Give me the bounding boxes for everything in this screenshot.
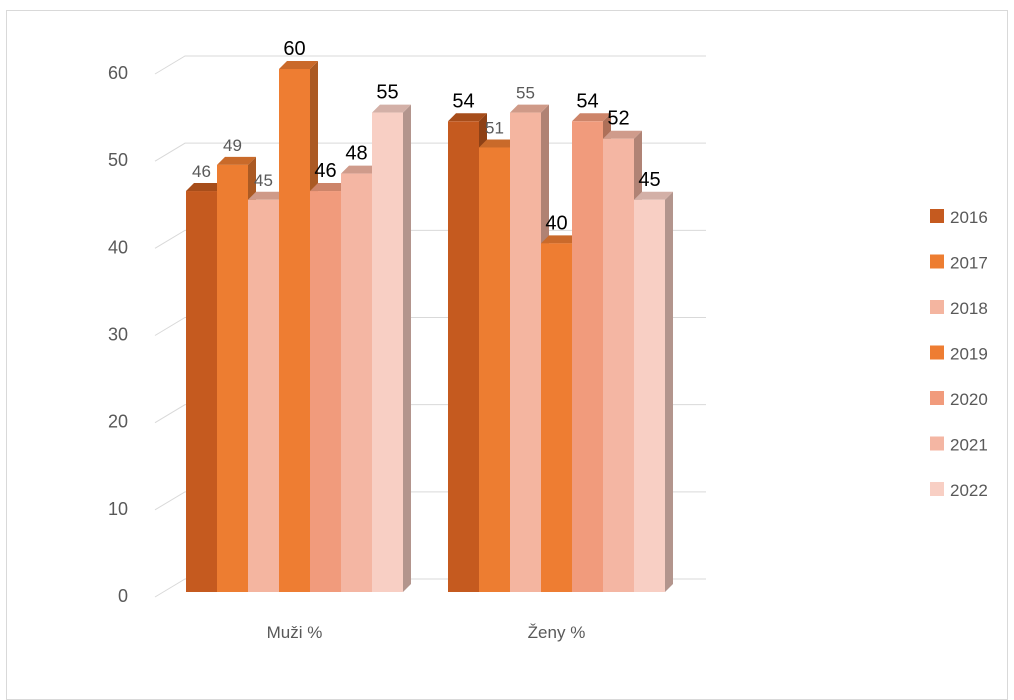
data-label: 48 (345, 143, 367, 165)
y-tick-label: 20 (108, 412, 128, 432)
legend-label: 2017 (950, 254, 988, 273)
legend-item-2022: 2022 (930, 481, 988, 500)
y-tick-label: 50 (108, 150, 128, 170)
data-labels: 46 49 45 60 46 48 55 54 51 55 40 54 52 45 (192, 38, 661, 234)
y-tick-label: 40 (108, 237, 128, 257)
data-label: 45 (254, 171, 273, 190)
data-label: 40 (545, 212, 567, 234)
x-category-label: Muži % (267, 623, 323, 642)
legend-item-2016: 2016 (930, 208, 988, 227)
legend-swatch (930, 209, 944, 223)
y-tick-label: 0 (118, 586, 128, 606)
data-label: 49 (223, 136, 242, 155)
gridline (154, 55, 706, 75)
y-axis: 0 10 20 30 40 50 60 (108, 63, 128, 606)
legend-item-2020: 2020 (930, 390, 988, 409)
data-label: 54 (576, 90, 598, 112)
x-category-label: Ženy % (528, 623, 586, 642)
data-label: 60 (283, 38, 305, 60)
legend-item-2018: 2018 (930, 299, 988, 318)
legend-swatch (930, 345, 944, 360)
legend-item-2017: 2017 (930, 254, 988, 273)
legend-swatch (930, 391, 944, 405)
data-label: 54 (452, 90, 474, 112)
legend-item-2021: 2021 (930, 436, 988, 455)
y-tick-label: 10 (108, 499, 128, 519)
y-tick-label: 30 (108, 325, 128, 345)
data-label: 45 (638, 169, 660, 191)
legend-swatch (930, 482, 944, 496)
legend-swatch (930, 436, 944, 451)
legend-item-2019: 2019 (930, 345, 988, 364)
y-tick-label: 60 (108, 63, 128, 83)
legend-swatch (930, 300, 944, 314)
legend-label: 2021 (950, 436, 988, 455)
legend-label: 2019 (950, 345, 988, 364)
legend-label: 2018 (950, 299, 988, 318)
bars (186, 61, 673, 593)
bar-2022-muzi (372, 104, 411, 592)
legend-label: 2022 (950, 481, 988, 500)
data-label: 52 (607, 108, 629, 130)
data-label: 51 (485, 118, 504, 137)
x-axis: Muži % Ženy % (267, 623, 586, 642)
legend-swatch (930, 254, 944, 269)
data-label: 55 (516, 84, 535, 103)
data-label: 46 (192, 162, 211, 181)
bar-2022-zeny (634, 191, 673, 592)
legend-label: 2016 (950, 208, 988, 227)
legend: 2016 2017 2018 2019 2020 2021 2022 (930, 208, 988, 500)
data-label: 55 (376, 82, 398, 104)
data-label: 46 (314, 160, 336, 182)
legend-label: 2020 (950, 390, 988, 409)
